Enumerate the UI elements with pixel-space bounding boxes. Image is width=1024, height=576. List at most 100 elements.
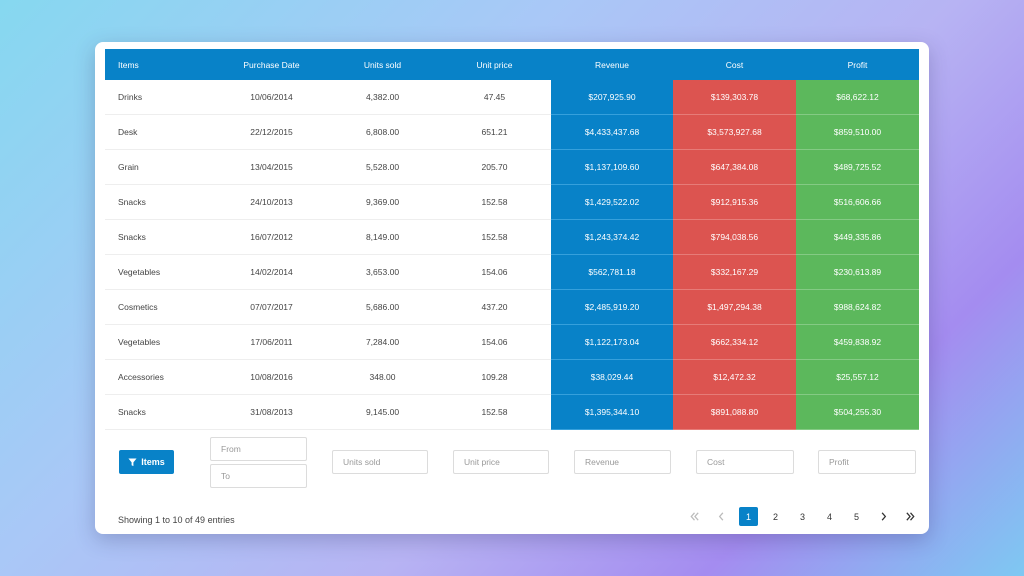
header-unit-price[interactable]: Unit price <box>476 59 513 70</box>
table-row: Cosmetics 07/07/2017 5,686.00 437.20 $2,485,… <box>105 290 919 325</box>
cell-cost: $139,303.78 <box>673 80 796 115</box>
cell-profit: $449,335.86 <box>796 220 919 255</box>
header-purchase-date[interactable]: Purchase Date <box>243 59 300 70</box>
first-page-button[interactable] <box>685 507 704 526</box>
date-from-input[interactable] <box>210 437 307 461</box>
cell-profit: $504,255.30 <box>796 395 919 430</box>
cell-profit: $516,606.66 <box>796 185 919 220</box>
header-units-sold[interactable]: Units sold <box>363 59 402 70</box>
cell-revenue: $1,243,374.42 <box>551 220 673 255</box>
cell-item: Cosmetics <box>105 290 216 325</box>
cell-purchase-date: 13/04/2015 <box>216 150 327 185</box>
cell-item: Grain <box>105 150 216 185</box>
page-button-5[interactable]: 5 <box>847 507 866 526</box>
cell-cost: $332,167.29 <box>673 255 796 290</box>
cell-unit-price: 152.58 <box>438 220 551 255</box>
double-chevron-right-icon <box>906 512 915 521</box>
page-button-4[interactable]: 4 <box>820 507 839 526</box>
cell-purchase-date: 24/10/2013 <box>216 185 327 220</box>
date-to-input[interactable] <box>210 464 307 488</box>
cell-units-sold: 7,284.00 <box>327 325 438 360</box>
filter-items-label: Items <box>141 457 165 467</box>
cell-profit: $859,510.00 <box>796 115 919 150</box>
cell-units-sold: 4,382.00 <box>327 80 438 115</box>
cell-unit-price: 152.58 <box>438 395 551 430</box>
cell-purchase-date: 10/08/2016 <box>216 360 327 395</box>
header-profit[interactable]: Profit <box>847 59 868 70</box>
cell-cost: $12,472.32 <box>673 360 796 395</box>
header-revenue[interactable]: Revenue <box>594 59 630 70</box>
cell-revenue: $2,485,919.20 <box>551 290 673 325</box>
cell-profit: $459,838.92 <box>796 325 919 360</box>
prev-page-button[interactable] <box>712 507 731 526</box>
cell-unit-price: 437.20 <box>438 290 551 325</box>
cell-purchase-date: 14/02/2014 <box>216 255 327 290</box>
cell-purchase-date: 16/07/2012 <box>216 220 327 255</box>
chevron-left-icon <box>718 512 724 521</box>
cost-filter-input[interactable] <box>696 450 794 474</box>
table-row: Vegetables 17/06/2011 7,284.00 154.06 $1,122… <box>105 325 919 360</box>
table-row: Accessories 10/08/2016 348.00 109.28 $38,029… <box>105 360 919 395</box>
page-button-1[interactable]: 1 <box>739 507 758 526</box>
cell-cost: $662,334.12 <box>673 325 796 360</box>
cell-purchase-date: 17/06/2011 <box>216 325 327 360</box>
cell-item: Desk <box>105 115 216 150</box>
page-button-3[interactable]: 3 <box>793 507 812 526</box>
table-row: Drinks 10/06/2014 4,382.00 47.45 $207,925.90… <box>105 80 919 115</box>
next-page-button[interactable] <box>874 507 893 526</box>
cell-revenue: $1,429,522.02 <box>551 185 673 220</box>
cell-item: Vegetables <box>105 325 216 360</box>
cell-purchase-date: 31/08/2013 <box>216 395 327 430</box>
data-table-card: Items Purchase Date Units sold Unit pric… <box>95 42 929 534</box>
cell-profit: $489,725.52 <box>796 150 919 185</box>
cell-unit-price: 152.58 <box>438 185 551 220</box>
table-row: Grain 13/04/2015 5,528.00 205.70 $1,137,109.… <box>105 150 919 185</box>
units-sold-filter-input[interactable] <box>332 450 428 474</box>
header-cost[interactable]: Cost <box>725 59 744 70</box>
header-items[interactable]: Items <box>118 59 139 70</box>
cell-revenue: $207,925.90 <box>551 80 673 115</box>
last-page-button[interactable] <box>901 507 920 526</box>
cell-item: Snacks <box>105 185 216 220</box>
cell-profit: $68,622.12 <box>796 80 919 115</box>
cell-units-sold: 5,686.00 <box>327 290 438 325</box>
cell-revenue: $1,137,109.60 <box>551 150 673 185</box>
cell-profit: $230,613.89 <box>796 255 919 290</box>
cell-profit: $988,624.82 <box>796 290 919 325</box>
cell-unit-price: 109.28 <box>438 360 551 395</box>
table-row: Desk 22/12/2015 6,808.00 651.21 $4,433,437.6… <box>105 115 919 150</box>
cell-revenue: $38,029.44 <box>551 360 673 395</box>
filter-row: Items <box>105 435 919 493</box>
page-button-2[interactable]: 2 <box>766 507 785 526</box>
pagination: 1 2 3 4 5 <box>685 507 920 526</box>
cell-unit-price: 154.06 <box>438 325 551 360</box>
cell-units-sold: 5,528.00 <box>327 150 438 185</box>
cell-unit-price: 47.45 <box>438 80 551 115</box>
cell-cost: $794,038.56 <box>673 220 796 255</box>
cell-unit-price: 205.70 <box>438 150 551 185</box>
unit-price-filter-input[interactable] <box>453 450 549 474</box>
filter-items-button[interactable]: Items <box>119 450 174 474</box>
cell-units-sold: 8,149.00 <box>327 220 438 255</box>
table-row: Snacks 16/07/2012 8,149.00 152.58 $1,243,374… <box>105 220 919 255</box>
revenue-filter-input[interactable] <box>574 450 671 474</box>
profit-filter-input[interactable] <box>818 450 916 474</box>
table-header-row: Items Purchase Date Units sold Unit pric… <box>105 49 919 80</box>
cell-units-sold: 6,808.00 <box>327 115 438 150</box>
cell-cost: $891,088.80 <box>673 395 796 430</box>
cell-item: Vegetables <box>105 255 216 290</box>
table-row: Snacks 31/08/2013 9,145.00 152.58 $1,395,344… <box>105 395 919 430</box>
chevron-right-icon <box>881 512 887 521</box>
cell-cost: $912,915.36 <box>673 185 796 220</box>
cell-item: Accessories <box>105 360 216 395</box>
cell-item: Drinks <box>105 80 216 115</box>
cell-cost: $3,573,927.68 <box>673 115 796 150</box>
cell-units-sold: 3,653.00 <box>327 255 438 290</box>
cell-unit-price: 651.21 <box>438 115 551 150</box>
cell-units-sold: 9,369.00 <box>327 185 438 220</box>
cell-purchase-date: 07/07/2017 <box>216 290 327 325</box>
cell-cost: $647,384.08 <box>673 150 796 185</box>
cell-revenue: $1,122,173.04 <box>551 325 673 360</box>
cell-units-sold: 348.00 <box>327 360 438 395</box>
cell-cost: $1,497,294.38 <box>673 290 796 325</box>
